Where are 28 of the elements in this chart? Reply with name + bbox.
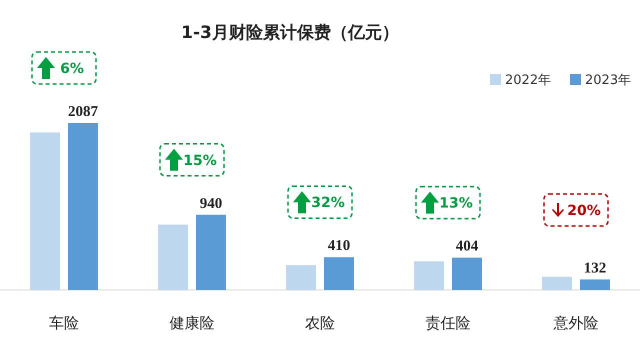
x-tick-label: 责任险 xyxy=(426,314,470,332)
x-tick-label: 意外险 xyxy=(552,314,598,332)
x-tick-label: 农险 xyxy=(305,314,335,332)
bar xyxy=(452,258,482,290)
bar xyxy=(68,123,98,290)
data-label: 132 xyxy=(584,260,606,276)
chart-title: 1-3月财险累计保费（亿元） xyxy=(181,23,399,43)
bar xyxy=(580,279,610,290)
data-label: 404 xyxy=(456,238,479,255)
bar xyxy=(414,261,444,290)
x-tick-label: 健康险 xyxy=(170,314,214,332)
x-tick-label: 车险 xyxy=(49,314,79,332)
annotation: 32% xyxy=(311,195,345,212)
legend-label: 2022年 xyxy=(505,73,552,88)
data-label: 2087 xyxy=(68,104,98,120)
data-label: 940 xyxy=(200,196,222,212)
bar xyxy=(30,132,60,290)
legend-label: 2023年 xyxy=(585,73,632,88)
bar xyxy=(324,257,354,290)
bar xyxy=(286,265,316,290)
data-label: 410 xyxy=(328,238,350,254)
bar xyxy=(158,224,188,290)
bar xyxy=(196,214,226,290)
annotation: 15% xyxy=(183,152,217,169)
annotation: 13% xyxy=(439,196,473,212)
annotation: 20% xyxy=(567,203,601,219)
text: 6% xyxy=(60,61,84,77)
bar xyxy=(542,276,572,290)
